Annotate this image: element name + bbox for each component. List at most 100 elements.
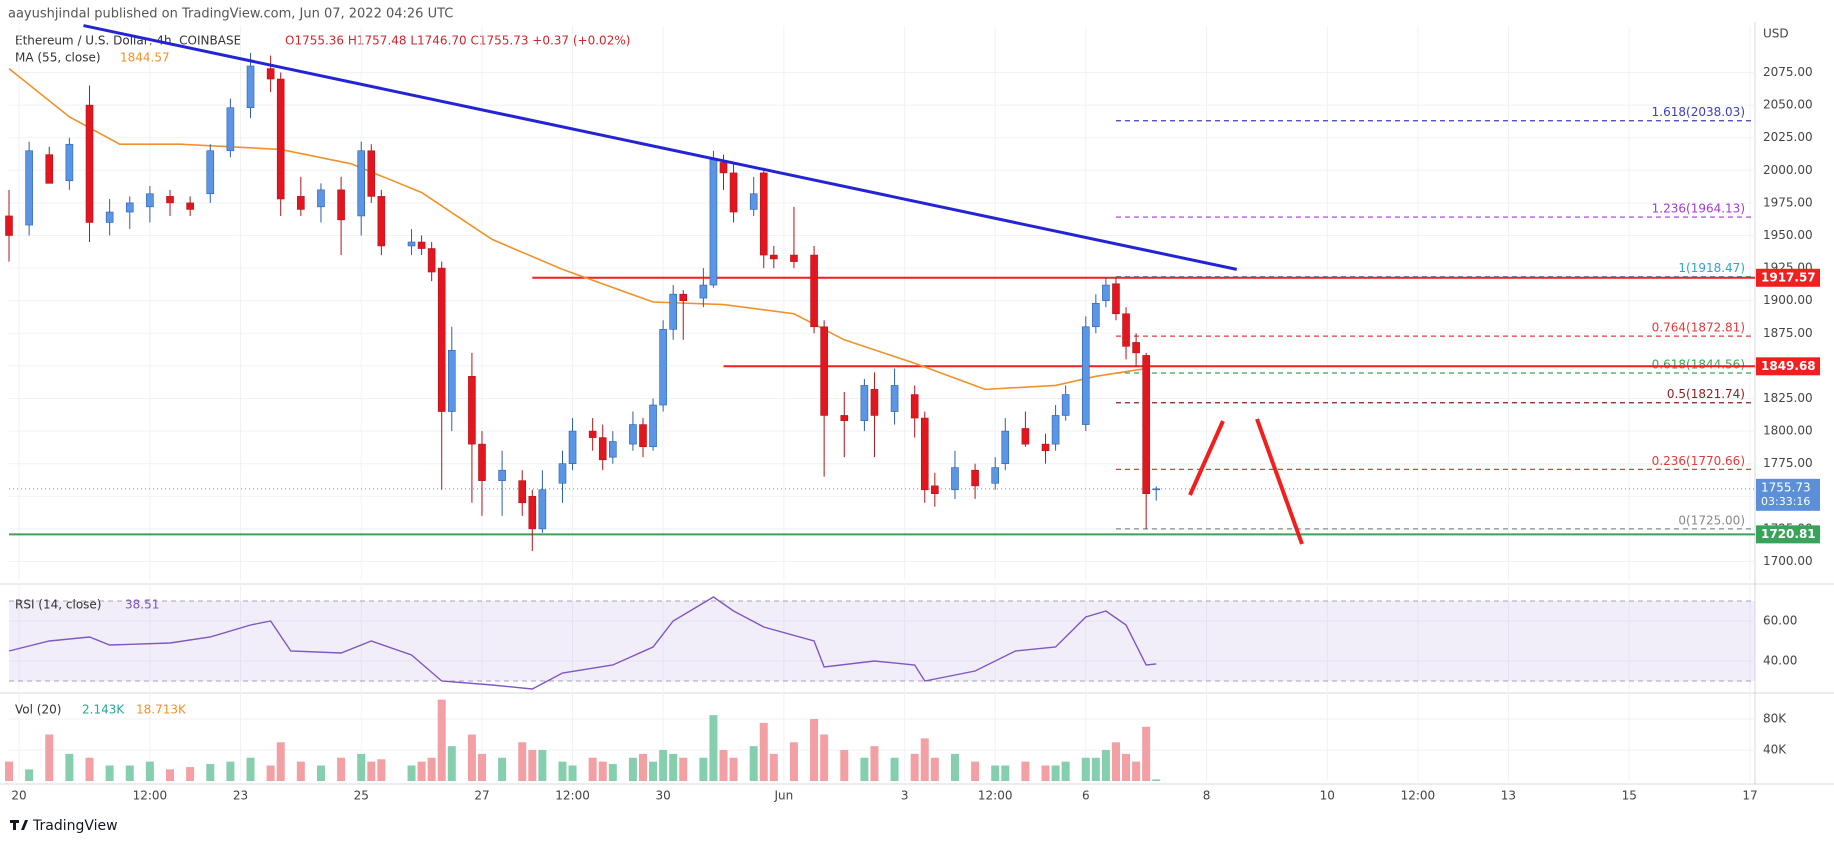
candle-body: [749, 193, 758, 210]
y-tick-label: 40.00: [1763, 654, 1797, 668]
arrow-up: [1188, 420, 1225, 496]
volume-bar: [840, 750, 849, 781]
candle-body: [357, 150, 366, 217]
volume-bar: [749, 746, 758, 781]
y-tick-label: 2050.00: [1763, 98, 1813, 112]
footer-brand: TradingView: [32, 818, 118, 834]
volume-bar: [558, 761, 567, 781]
candle-body: [991, 467, 1000, 484]
candle-body: [609, 441, 617, 458]
symbol: Ethereum / U.S. Dollar, 4h, COINBASE: [15, 34, 241, 48]
volume-bar: [568, 765, 577, 781]
volume-bar: [870, 746, 879, 781]
candle-body: [65, 143, 74, 182]
volume-bar: [649, 761, 658, 781]
volume-bar: [417, 761, 426, 781]
volume-bar: [1041, 765, 1050, 781]
candle-body: [629, 424, 637, 445]
candle-body: [699, 284, 708, 299]
volume-bar: [1132, 761, 1141, 781]
candle-body: [5, 215, 13, 236]
candle-body: [1051, 415, 1060, 445]
volume-bar: [920, 738, 929, 781]
fib-label: 0.618(1844.56): [1652, 357, 1745, 371]
volume-bar: [407, 765, 416, 781]
candle-body: [226, 107, 235, 152]
volume-bar: [266, 765, 275, 781]
volume-bar: [427, 757, 436, 781]
volume-bar: [25, 769, 34, 781]
volume-bar: [638, 753, 647, 781]
x-tick-label: 25: [354, 789, 369, 803]
volume-bar: [447, 746, 456, 781]
candle-body: [759, 172, 768, 256]
volume-bar: [1101, 750, 1110, 781]
candle-body: [85, 104, 94, 223]
fib-label: 1.618(2038.03): [1652, 105, 1745, 119]
candle-body: [297, 196, 305, 210]
candle-body: [971, 469, 979, 487]
x-tick-label: 27: [474, 789, 489, 803]
volume-bar: [1111, 742, 1120, 781]
price-box-label: 1917.57: [1761, 270, 1816, 284]
candle-body: [568, 430, 577, 464]
x-tick-label: 20: [11, 789, 26, 803]
candle-body: [1061, 394, 1070, 416]
rsi-line: [8, 596, 1157, 690]
x-tick-label: 15: [1622, 789, 1637, 803]
volume-bar: [45, 734, 54, 781]
candle-body: [910, 394, 919, 419]
volume-bar: [810, 719, 819, 781]
candle-body: [729, 172, 738, 213]
volume-bar: [65, 753, 74, 781]
x-tick-label: 12:00: [978, 789, 1013, 803]
y-tick-label: 2000.00: [1763, 163, 1813, 177]
volume-bar: [1152, 779, 1161, 781]
x-tick-label: 30: [655, 789, 670, 803]
volume-bar: [1081, 757, 1090, 781]
volume-bar: [437, 699, 446, 781]
logo: TradingView: [10, 818, 118, 834]
volume-bar: [1122, 753, 1131, 781]
candle-body: [860, 385, 869, 421]
y-tick-label: 1900.00: [1763, 293, 1813, 307]
x-tick-label: 12:00: [133, 789, 168, 803]
volume-bar: [1091, 757, 1100, 781]
candle-body: [920, 417, 929, 491]
candle-body: [206, 150, 215, 195]
candle-body: [166, 196, 174, 204]
candle-body: [679, 293, 688, 301]
volume-bar: [1061, 761, 1070, 781]
volume-bar: [971, 761, 980, 781]
x-tick-label: 12:00: [1401, 789, 1436, 803]
candle-body: [870, 389, 879, 416]
pane-title: RSI (14, close): [15, 598, 101, 612]
pane-title: Vol (20): [15, 703, 61, 717]
fib-label: 1.236(1964.13): [1652, 202, 1745, 216]
pane-value: 38.51: [125, 598, 159, 612]
x-tick-label: 6: [1082, 789, 1090, 803]
last-price-box: [1756, 478, 1820, 511]
candle-body: [1142, 355, 1150, 494]
fib-label: 0.5(1821.74): [1667, 387, 1745, 401]
volume-bar: [377, 759, 386, 781]
candle-body: [588, 430, 597, 438]
candle-body: [709, 159, 718, 286]
candle-body: [659, 329, 667, 406]
volume-bar: [729, 757, 738, 781]
candle-body: [186, 202, 194, 210]
x-tick-label: 23: [233, 789, 248, 803]
volume-bar: [518, 742, 527, 781]
volume-bar: [166, 769, 175, 781]
y-tick-label: 80K: [1763, 712, 1787, 726]
publisher: aayushjindal published on TradingView.co…: [8, 7, 453, 22]
candle-body: [105, 211, 114, 223]
fib-label: 0.236(1770.66): [1652, 454, 1745, 468]
volume-bar: [709, 715, 718, 781]
candle-body: [1001, 430, 1010, 464]
volume-bar: [659, 750, 668, 781]
volume-bar: [498, 757, 507, 781]
volume-bar: [679, 757, 688, 781]
candle-body: [1132, 342, 1140, 354]
